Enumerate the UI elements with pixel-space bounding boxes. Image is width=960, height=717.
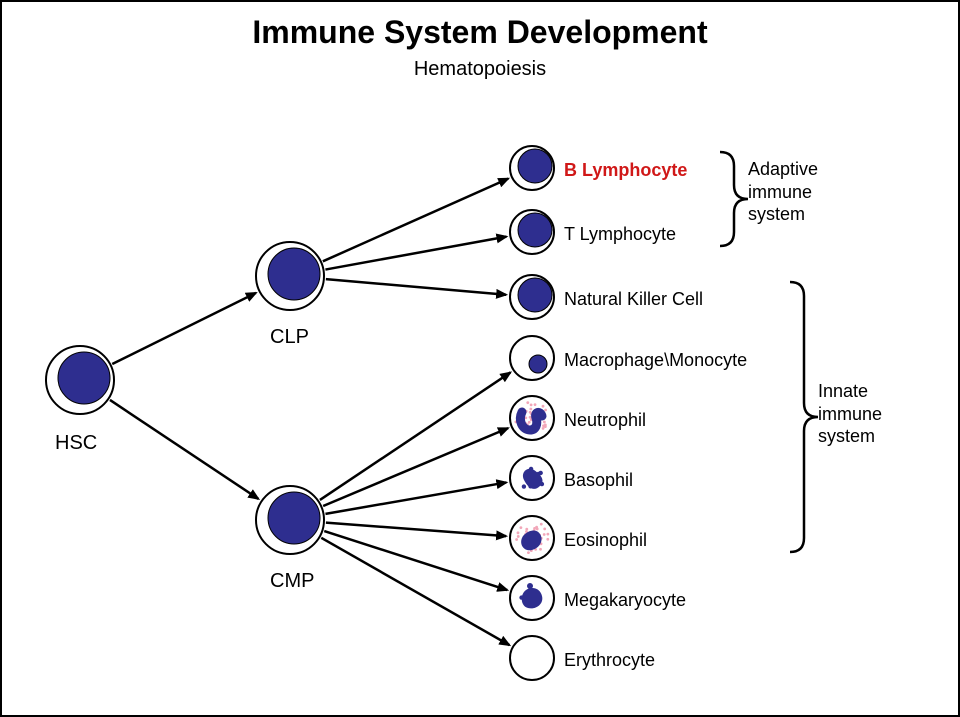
group-label-innate: Innate immune system bbox=[818, 380, 882, 448]
cell-label-cmp: CMP bbox=[270, 570, 314, 593]
cell-label-tcell: T Lymphocyte bbox=[564, 224, 676, 245]
cell-label-nk: Natural Killer Cell bbox=[564, 289, 703, 310]
cell-label-macro: Macrophage\Monocyte bbox=[564, 350, 747, 371]
cell-label-baso: Basophil bbox=[564, 470, 633, 491]
page-subtitle: Hematopoiesis bbox=[0, 58, 960, 81]
group-label-adaptive: Adaptive immune system bbox=[748, 158, 818, 226]
cell-label-neutro: Neutrophil bbox=[564, 410, 646, 431]
cell-label-bcell: B Lymphocyte bbox=[564, 160, 687, 181]
page-title: Immune System Development bbox=[0, 14, 960, 51]
cell-label-mega: Megakaryocyte bbox=[564, 590, 686, 611]
cell-label-eos: Eosinophil bbox=[564, 530, 647, 551]
cell-label-clp: CLP bbox=[270, 326, 309, 349]
cell-label-hsc: HSC bbox=[55, 432, 97, 455]
cell-label-erythro: Erythrocyte bbox=[564, 650, 655, 671]
